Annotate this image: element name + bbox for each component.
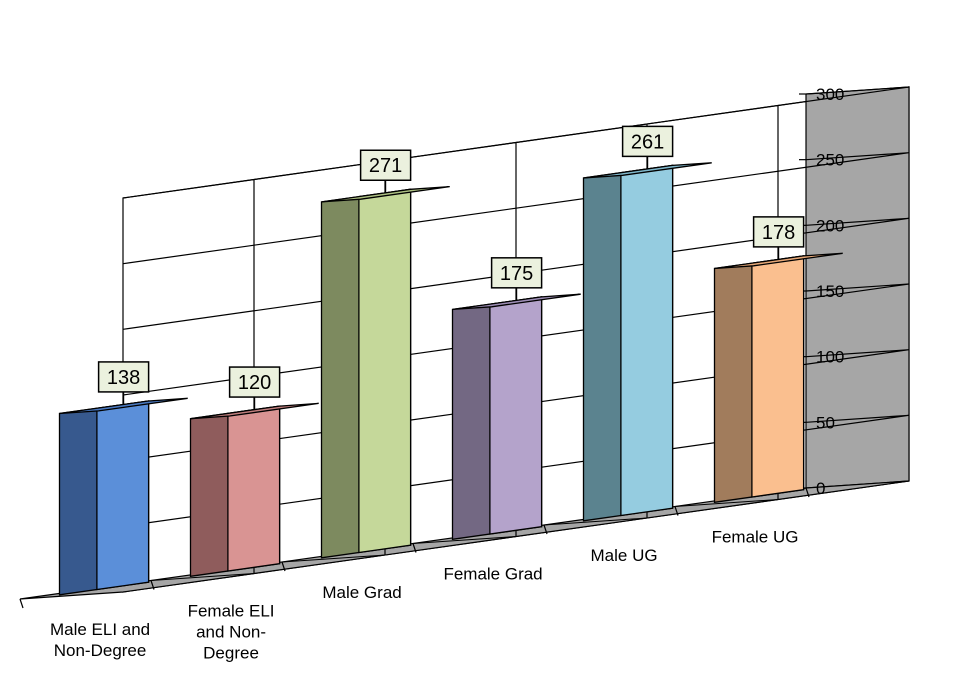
bar-front-face [489,296,543,535]
y-tick-label: 250 [816,151,844,170]
y-tick-label: 300 [816,85,844,104]
bar-front-face [96,400,150,591]
data-label-box [752,216,805,248]
bar-front-face [620,164,674,517]
data-label: 138 [107,367,140,389]
bar-top-face [583,162,712,179]
category-label: Male ELI and Non-Degree [50,620,150,660]
floor-divider [412,536,517,544]
floor-divider [543,517,648,526]
y-tick-label: 100 [816,348,844,367]
bar-top-face [714,252,843,270]
bar-front-face [358,188,412,554]
floor-divider [150,573,255,581]
bar [58,397,188,596]
data-label: 271 [369,155,402,177]
x-tick [805,487,810,498]
bar-top-face [190,402,319,420]
category-label: Female ELI and Non-Degree [188,601,275,662]
data-label-box [490,257,543,289]
x-tick [19,598,24,609]
data-label: 178 [762,222,795,244]
category-label: Male UG [591,546,658,565]
floor-divider [674,499,779,507]
x-tick [281,561,286,572]
bar-top-face [59,397,188,415]
data-labels: 138 120 271 175 261 178 [97,125,805,410]
bar [189,402,319,578]
y-tick-label: 50 [816,413,835,432]
bar-front-face [751,255,805,498]
data-label: 175 [500,263,533,285]
x-tick [150,580,155,590]
data-label: 120 [238,372,271,394]
x-tick [543,524,548,535]
bar-top-face [452,293,581,311]
bar-front-face [227,405,281,572]
bars [58,162,843,596]
x-tick [674,506,679,516]
x-tick [412,543,417,553]
floor-divider [281,554,386,563]
data-label-box [97,361,150,393]
category-label: Female UG [712,527,799,546]
data-label-box [621,125,674,158]
data-label-box [359,149,412,181]
bar [582,162,712,522]
y-tick-label: 200 [816,216,844,235]
bar [451,293,581,541]
bar [320,185,450,559]
category-label: Male Grad [322,583,401,602]
category-label: Female Grad [443,564,542,583]
y-tick-label: 150 [816,282,844,301]
y-axis: 0 50 100 150 200 250 300 [19,85,844,609]
bar-top-face [321,185,450,203]
data-label-box [228,366,281,398]
y-tick-label: 0 [816,479,825,498]
bar [713,252,843,504]
data-label: 261 [631,131,664,153]
x-axis-labels: Male ELI and Non-Degree Female ELI and Non-… [50,527,799,662]
